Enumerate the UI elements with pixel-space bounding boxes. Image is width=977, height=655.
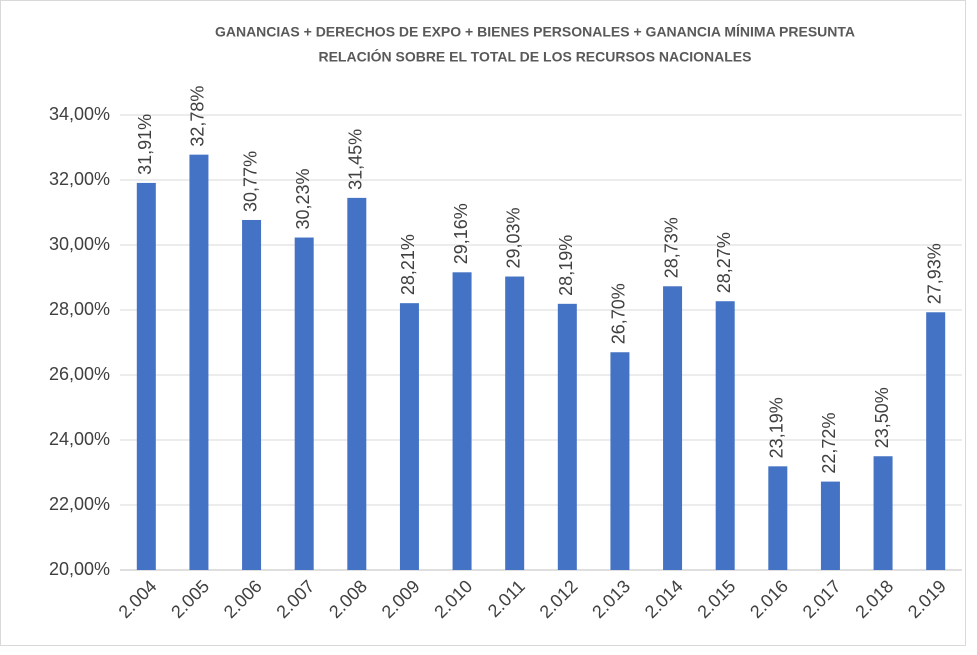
value-label: 28,27% (714, 232, 734, 293)
bar (347, 197, 367, 570)
bar (820, 481, 840, 570)
y-tick-label: 30,00% (49, 234, 110, 254)
chart-title: GANANCIAS + DERECHOS DE EXPO + BIENES PE… (215, 24, 855, 40)
bar (452, 272, 472, 570)
value-label: 23,50% (872, 387, 892, 448)
bar (242, 219, 262, 570)
y-tick-label: 28,00% (49, 299, 110, 319)
bar (610, 352, 630, 570)
bar (136, 182, 156, 571)
bar (873, 456, 893, 570)
bar (294, 237, 314, 570)
value-label: 32,78% (188, 86, 208, 147)
value-label: 29,03% (503, 207, 523, 268)
value-label: 23,19% (767, 397, 787, 458)
value-label: 22,72% (819, 413, 839, 474)
value-label: 31,45% (346, 129, 366, 190)
y-tick-label: 26,00% (49, 364, 110, 384)
bar (189, 154, 209, 570)
value-label: 28,73% (661, 217, 681, 278)
bar (505, 276, 525, 570)
value-label: 27,93% (924, 243, 944, 304)
chart-subtitle: RELACIÓN SOBRE EL TOTAL DE LOS RECURSOS … (318, 48, 751, 65)
bar (768, 466, 788, 570)
y-tick-label: 34,00% (49, 104, 110, 124)
value-label: 28,21% (398, 234, 418, 295)
bar (926, 312, 946, 570)
bar (557, 303, 577, 570)
y-tick-label: 20,00% (49, 559, 110, 579)
value-label: 30,23% (293, 168, 313, 229)
y-tick-label: 22,00% (49, 494, 110, 514)
value-label: 26,70% (609, 283, 629, 344)
value-label: 31,91% (135, 114, 155, 175)
bar (663, 286, 683, 570)
value-label: 30,77% (240, 151, 260, 212)
value-label: 29,16% (451, 203, 471, 264)
value-label: 28,19% (556, 235, 576, 296)
y-tick-label: 24,00% (49, 429, 110, 449)
chart-frame (0, 0, 966, 646)
y-tick-label: 32,00% (49, 169, 110, 189)
bar (399, 303, 419, 570)
bar (715, 301, 735, 570)
